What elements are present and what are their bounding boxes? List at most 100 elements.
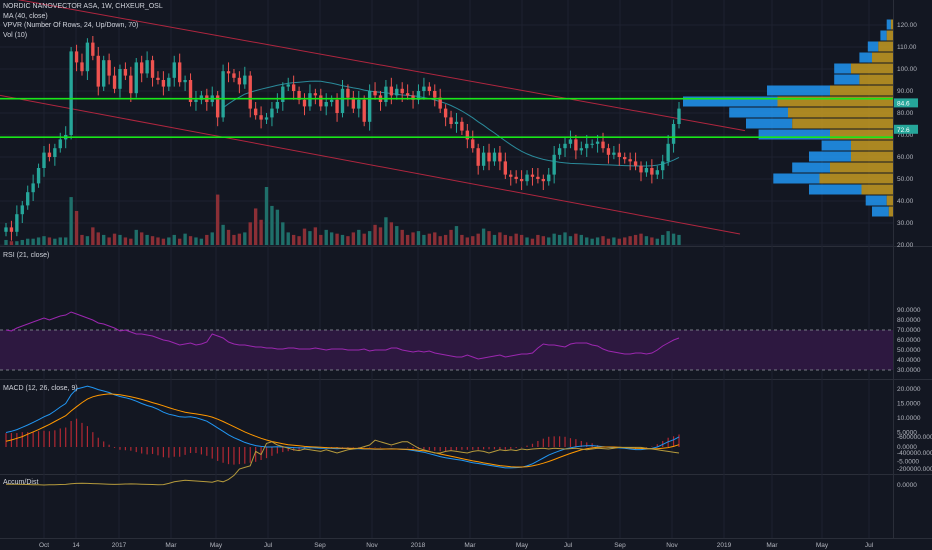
- candle-body: [666, 143, 670, 162]
- volume-bar: [324, 229, 328, 245]
- volume-bar: [563, 232, 567, 245]
- volume-bar: [650, 237, 654, 245]
- volume-bar: [31, 238, 35, 245]
- candle-body: [351, 97, 356, 109]
- volume-bar: [395, 226, 399, 245]
- rsi-tick-label: 50.0000: [897, 347, 921, 354]
- vpvr-up-bar: [886, 19, 891, 30]
- volume-bar: [253, 208, 258, 245]
- x-tick-label: Oct: [39, 542, 49, 549]
- volume-bar: [590, 238, 594, 245]
- candle-body: [313, 93, 318, 96]
- candle-body: [20, 205, 24, 215]
- candle-body: [471, 139, 475, 149]
- candle-body: [357, 99, 361, 109]
- volume-bar: [270, 205, 274, 245]
- x-tick-label: 2019: [717, 542, 732, 549]
- volume-bar: [308, 231, 312, 245]
- candle-body: [590, 143, 594, 145]
- candle-body: [150, 60, 155, 78]
- candle-body: [525, 174, 529, 182]
- price-tick-label: 100.00: [897, 66, 917, 73]
- x-tick-label: 14: [72, 542, 80, 549]
- price-tick-label: 40.00: [897, 198, 914, 205]
- volume-bar: [378, 227, 383, 245]
- vpvr-up-bar: [683, 96, 778, 107]
- candle-body: [416, 91, 421, 100]
- volume-bar: [26, 238, 30, 245]
- candle-body: [557, 148, 562, 155]
- volume-bar: [291, 234, 296, 245]
- volume-bar: [346, 236, 350, 245]
- channel-lower-line: [0, 94, 741, 235]
- vpvr-down-bar: [861, 184, 893, 195]
- candle-body: [167, 77, 171, 87]
- vpvr-down-bar: [830, 162, 893, 173]
- x-tick-label: 2017: [112, 542, 127, 549]
- x-tick-label: May: [210, 542, 223, 549]
- candle-body: [438, 97, 442, 109]
- candle-body: [509, 174, 513, 177]
- candle-body: [47, 152, 52, 157]
- candle-body: [270, 108, 274, 118]
- vpvr-down-bar: [788, 107, 893, 118]
- volume-bar: [617, 238, 621, 245]
- volume-bar: [210, 232, 214, 245]
- volume-bar: [286, 232, 290, 245]
- volume-bar: [20, 239, 24, 245]
- x-tick-label: May: [816, 542, 829, 549]
- volume-bar: [145, 234, 149, 245]
- volume-bar: [633, 234, 638, 245]
- volume-bar: [443, 234, 448, 245]
- volume-bar: [215, 194, 220, 245]
- candle-body: [362, 99, 366, 122]
- price-tick-label: 120.00: [897, 22, 917, 29]
- candle-body: [384, 86, 388, 102]
- volume-bar: [140, 232, 144, 245]
- candle-body: [145, 60, 149, 74]
- candle-body: [628, 159, 632, 162]
- candle-body: [302, 99, 307, 107]
- candle-body: [454, 121, 459, 124]
- candle-body: [80, 62, 84, 72]
- volume-bar: [357, 229, 361, 245]
- volume-bar: [541, 236, 545, 245]
- price-tick-label: 90.00: [897, 88, 914, 95]
- volume-bar: [118, 234, 122, 245]
- volume-bar: [194, 237, 198, 245]
- volume-bar: [427, 233, 432, 245]
- candle-body: [460, 121, 464, 131]
- vpvr-up-bar: [809, 184, 862, 195]
- candle-body: [69, 51, 73, 135]
- candle-body: [308, 93, 312, 107]
- volume-bar: [460, 234, 464, 245]
- candle-body: [237, 77, 242, 85]
- volume-bar: [221, 224, 225, 245]
- price-tick-label: 110.00: [897, 44, 917, 51]
- candle-body: [4, 227, 8, 232]
- volume-bar: [53, 238, 57, 245]
- volume-bar: [36, 237, 41, 245]
- candle-body: [329, 99, 334, 102]
- macd-tick-label: -5.0000: [897, 459, 919, 466]
- volume-bar: [340, 234, 345, 245]
- volume-bar: [85, 236, 90, 245]
- price-tick-label: 50.00: [897, 176, 914, 183]
- volume-bar: [161, 238, 166, 245]
- candle-body: [15, 214, 19, 232]
- volume-bar: [574, 233, 578, 245]
- x-tick-label: Sep: [314, 542, 326, 549]
- candle-body: [264, 117, 269, 120]
- candle-body: [118, 69, 122, 89]
- volume-bar: [313, 227, 318, 245]
- volume-bar: [612, 237, 616, 245]
- vpvr-up-bar: [809, 151, 851, 162]
- vpvr-up-bar: [834, 74, 860, 85]
- macd-tick-label: 15.0000: [897, 401, 921, 408]
- candle-body: [519, 179, 524, 182]
- volume-bar: [9, 241, 14, 245]
- volume-bar: [661, 234, 665, 245]
- price-label-box: [894, 98, 918, 108]
- vpvr-down-bar: [851, 140, 893, 151]
